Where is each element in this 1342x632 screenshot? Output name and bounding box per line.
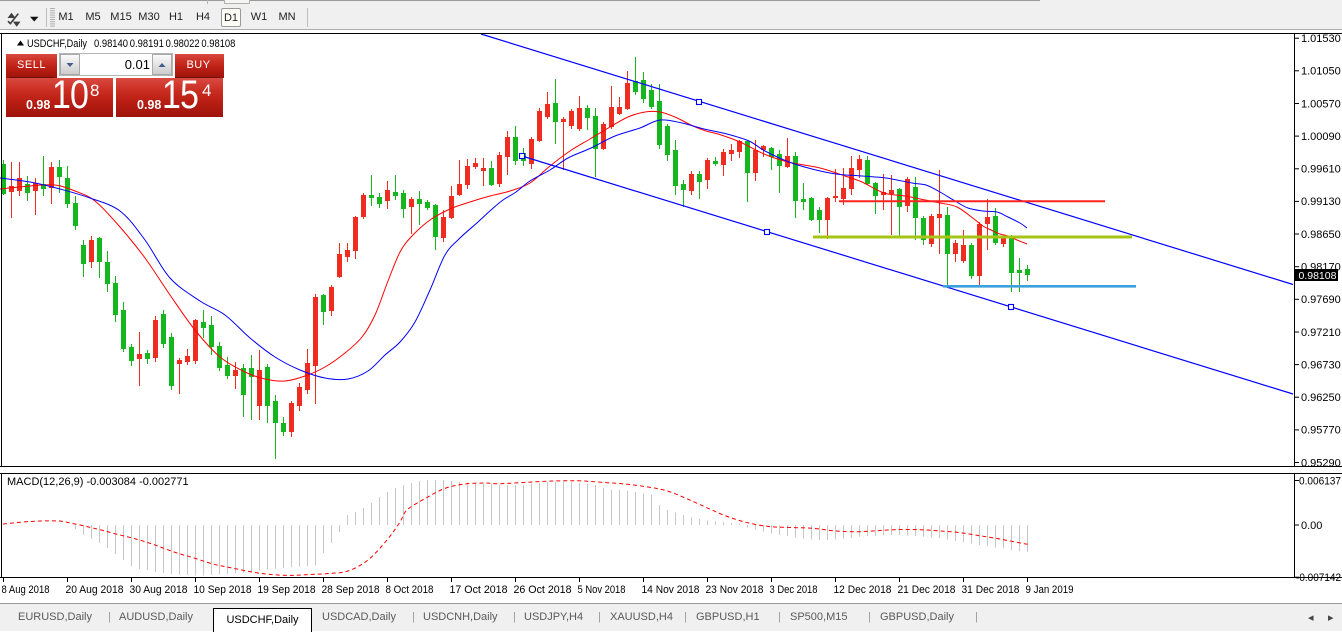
svg-text:5 Nov 2018: 5 Nov 2018 <box>578 584 626 596</box>
svg-text:3 Dec 2018: 3 Dec 2018 <box>770 584 818 596</box>
svg-text:23 Nov 2018: 23 Nov 2018 <box>706 584 764 596</box>
svg-text:0.006137: 0.006137 <box>1299 475 1341 487</box>
svg-text:19 Sep 2018: 19 Sep 2018 <box>258 584 316 596</box>
svg-text:8 Aug 2018: 8 Aug 2018 <box>2 584 50 596</box>
svg-text:21 Dec 2018: 21 Dec 2018 <box>898 584 956 596</box>
svg-text:0.99130: 0.99130 <box>1301 196 1341 208</box>
svg-text:12 Dec 2018: 12 Dec 2018 <box>834 584 892 596</box>
svg-text:31 Dec 2018: 31 Dec 2018 <box>962 584 1020 596</box>
svg-text:1.01050: 1.01050 <box>1301 66 1341 78</box>
svg-text:1.00570: 1.00570 <box>1301 98 1341 110</box>
svg-text:17 Oct 2018: 17 Oct 2018 <box>450 584 508 596</box>
svg-text:0.96250: 0.96250 <box>1301 392 1341 404</box>
svg-text:0.96730: 0.96730 <box>1301 359 1341 371</box>
svg-text:14 Nov 2018: 14 Nov 2018 <box>642 584 700 596</box>
svg-text:0.98022: 0.98022 <box>166 38 200 50</box>
svg-text:1.00090: 1.00090 <box>1301 131 1341 143</box>
svg-text:USDCHF,Daily: USDCHF,Daily <box>27 38 87 50</box>
svg-text:0.97690: 0.97690 <box>1301 294 1341 306</box>
svg-text:8 Oct 2018: 8 Oct 2018 <box>386 584 434 596</box>
svg-text:0.95770: 0.95770 <box>1301 425 1341 437</box>
svg-text:10 Sep 2018: 10 Sep 2018 <box>194 584 252 596</box>
svg-text:28 Sep 2018: 28 Sep 2018 <box>322 584 380 596</box>
svg-text:0.95290: 0.95290 <box>1301 457 1341 469</box>
svg-text:0.98140: 0.98140 <box>94 38 128 50</box>
svg-text:26 Oct 2018: 26 Oct 2018 <box>514 584 572 596</box>
svg-text:0.99610: 0.99610 <box>1301 164 1341 176</box>
svg-text:0.98108: 0.98108 <box>201 38 235 50</box>
svg-text:-0.007142: -0.007142 <box>1296 572 1341 584</box>
svg-text:9 Jan 2019: 9 Jan 2019 <box>1026 584 1074 596</box>
svg-text:20 Aug 2018: 20 Aug 2018 <box>66 584 124 596</box>
svg-text:30 Aug 2018: 30 Aug 2018 <box>130 584 188 596</box>
svg-text:1.01530: 1.01530 <box>1301 33 1341 45</box>
svg-text:0.98650: 0.98650 <box>1301 229 1341 241</box>
svg-text:0.98108: 0.98108 <box>1299 270 1337 282</box>
svg-text:MACD(12,26,9) -0.003084 -0.002: MACD(12,26,9) -0.003084 -0.002771 <box>7 476 189 488</box>
svg-text:0.00: 0.00 <box>1301 520 1322 532</box>
svg-text:0.98191: 0.98191 <box>130 38 164 50</box>
svg-text:0.97210: 0.97210 <box>1301 327 1341 339</box>
